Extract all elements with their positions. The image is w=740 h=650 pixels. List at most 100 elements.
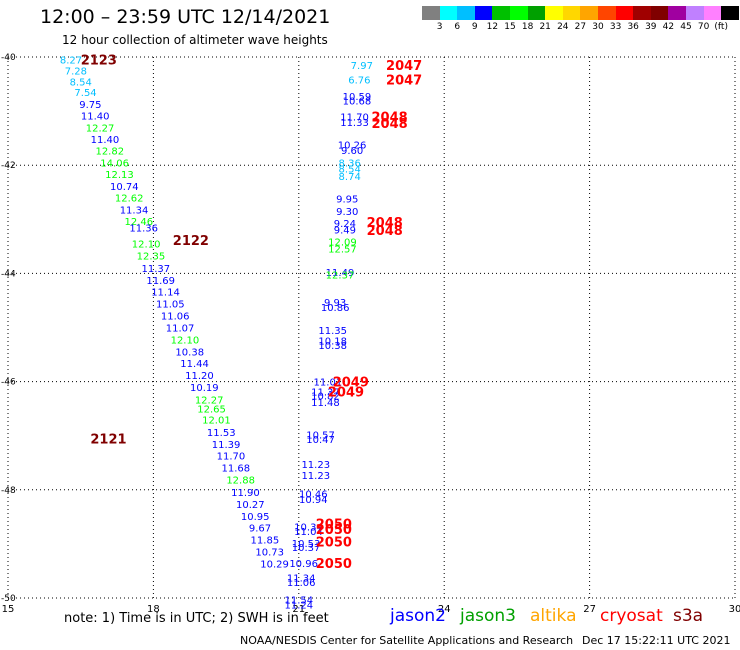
wave-height-value: 12.10 [132,240,161,251]
wave-height-value: 11.14 [151,287,180,298]
colorbar-swatch [439,6,458,20]
wave-height-value: 9.95 [336,195,358,206]
wave-height-value: 10.53 [292,539,321,550]
wave-height-value: 11.40 [81,111,110,122]
wave-height-value: 10.95 [241,512,270,523]
wave-height-value: 11.33 [340,118,369,129]
satellite-legend-s3a: s3a [673,606,704,626]
wave-height-value: 10.47 [306,435,335,446]
colorbar-swatch [562,6,581,20]
satellite-legend-cryosat: cryosat [600,606,663,626]
page-title: 12:00 – 23:59 UTC 12/14/2021 [40,6,331,28]
colorbar-label: 3 [436,22,443,32]
wave-height-value: 10.34 [294,523,323,534]
wave-height-value: 12.46 [125,217,154,228]
wave-height-value: 10.57 [306,431,335,442]
wave-height-value: 11.34 [287,573,316,584]
colorbar-label: 6 [454,22,461,32]
wave-height-value: 10.68 [343,96,372,107]
wave-height-value: 11.37 [142,264,171,275]
pass-label: 2047 [386,74,422,89]
colorbar-label: 27 [574,22,587,32]
pass-label: 2050 [316,557,352,572]
wave-height-value: 6.76 [348,76,370,87]
colorbar-label: 33 [609,22,622,32]
colorbar-swatch [668,6,686,20]
wave-height-value: 11.69 [146,276,175,287]
wave-height-value: 10.38 [318,341,347,352]
y-tick-label: -50 [1,594,16,604]
x-tick-label: 30 [729,604,740,615]
pass-label: 2048 [372,111,408,126]
wave-height-value: 8.74 [339,172,361,183]
wave-height-value: 12.10 [171,335,200,346]
wave-height-value: 11.06 [287,578,316,589]
colorbar-swatch [721,6,739,20]
pass-label: 2048 [367,224,403,239]
wave-height-value: 11.40 [91,135,120,146]
wave-height-value: 10.18 [318,336,347,347]
colorbar-label: 70 [697,22,710,32]
wave-height-value: 11.04 [294,527,323,538]
pass-label: 2048 [372,117,408,132]
page-subtitle: 12 hour collection of altimeter wave hei… [62,33,328,47]
wave-height-value: 7.54 [74,88,96,99]
axis-tick-labels: 15 18 21 24 27 30 -40 -42 -44 -46 -48 -50 [1,53,740,615]
wave-height-value: 11.23 [301,471,330,482]
x-tick-label: 15 [2,604,15,615]
wave-height-value: 11.06 [161,312,190,323]
wave-height-value: 11.70 [217,452,246,463]
wave-height-value: 10.74 [110,182,139,193]
wave-height-value: 8.27 [60,56,82,67]
colorbar-swatch [615,6,634,20]
pass-label: 2048 [367,216,403,231]
pass-label: 2049 [333,376,369,391]
wave-height-value: 8.54 [70,77,92,88]
colorbar-swatch [633,6,651,20]
footer-timestamp: Dec 17 15:22:11 UTC 2021 [582,634,731,647]
colorbar-label: 45 [680,22,692,32]
wave-height-value: 12.57 [328,245,357,256]
wave-height-value: 10.96 [289,559,318,570]
y-tick-label: -44 [1,269,16,279]
colorbar-label: 21 [539,22,551,32]
wave-height-value: 12.01 [202,415,231,426]
wave-height-value: 12.27 [86,123,115,134]
wave-height-value: 11.07 [166,324,195,335]
x-tick-label: 18 [147,604,160,615]
wave-height-value: 12.35 [137,252,166,263]
colorbar-label: 18 [521,22,534,32]
wave-height-value: 10.27 [236,500,265,511]
y-tick-label: -48 [1,486,16,496]
wave-height-labels: 8.277.288.547.549.7511.4012.2711.4012.82… [60,56,373,612]
wave-height-value: 11.44 [180,359,209,370]
wave-height-value: 10.46 [299,490,328,501]
colorbar-swatch [457,6,475,20]
y-tick-label: -42 [1,161,16,171]
colorbar-swatch [703,6,722,20]
colorbar-label: 30 [592,22,604,32]
wave-height-value: 10.59 [343,92,372,103]
legend-note: note: 1) Time is in UTC; 2) SWH is in fe… [64,611,329,626]
wave-height-value: 12.82 [95,147,124,158]
wave-height-value: 11.01 [314,378,343,389]
wave-height-value: 11.34 [120,206,149,217]
wave-height-value: 10.86 [321,303,350,314]
pass-label: 2050 [316,523,352,538]
wave-height-value: 11.54 [284,596,313,607]
wave-height-value: 11.24 [284,600,313,611]
wave-height-value: 9.67 [249,524,271,535]
wave-height-value: 9.93 [324,298,346,309]
wave-height-value: 12.27 [195,395,224,406]
wave-height-value: 12.62 [115,194,144,205]
pass-label: 2050 [316,536,352,551]
colorbar-label: 42 [662,22,675,32]
wave-height-value: 7.28 [65,67,87,78]
wave-height-value: 12.09 [328,237,357,248]
pass-label: 2050 [316,517,352,532]
wave-height-value: 12.37 [326,270,355,281]
wave-height-value: 11.70 [340,113,369,124]
wave-height-value: 9.24 [334,219,356,230]
x-tick-label: 24 [438,604,451,615]
wave-height-value: 9.75 [79,100,101,111]
